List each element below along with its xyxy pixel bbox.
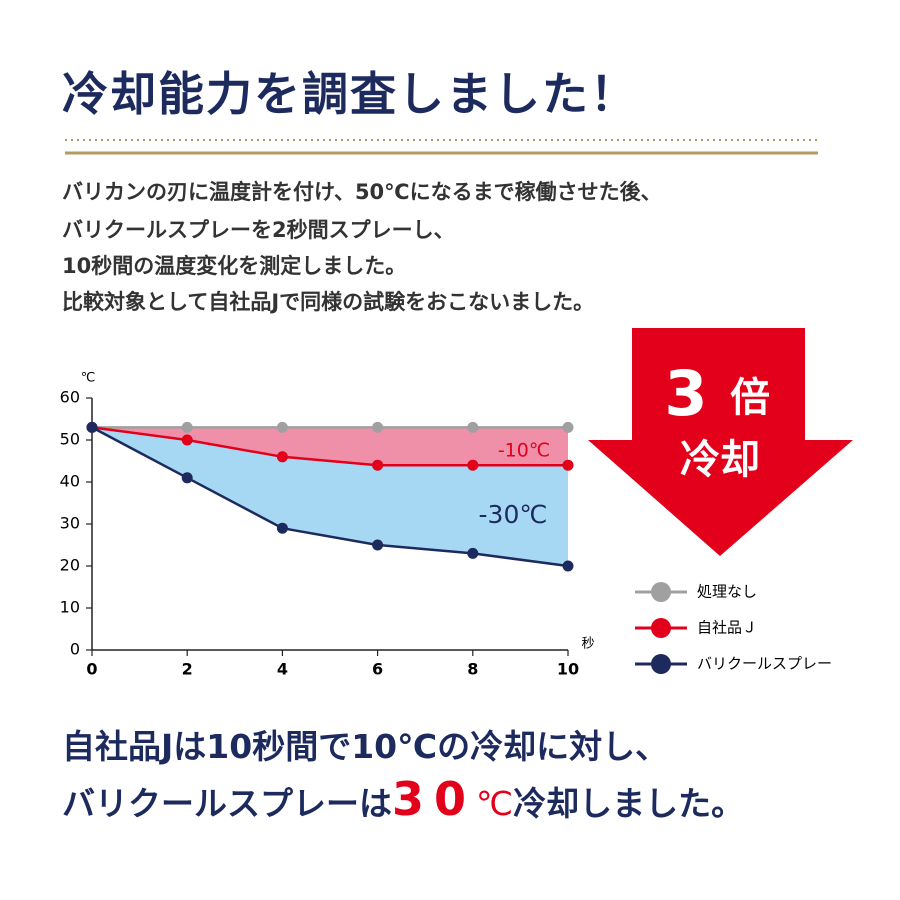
data-point — [562, 459, 574, 471]
x-tick-label: 2 — [182, 660, 193, 679]
callout-text: 冷却 — [680, 437, 760, 483]
y-tick-label: 0 — [70, 640, 80, 659]
conclusion-line: バリクールスプレーは30℃冷却しました。 — [62, 772, 744, 826]
title: 冷却能力を調査しました！ — [62, 67, 638, 121]
legend-label: バリクールスプレー — [697, 655, 832, 673]
x-tick-label: 6 — [372, 660, 383, 679]
description-line: 10秒間の温度変化を測定しました。 — [62, 254, 407, 278]
callout-number: 3 — [664, 357, 707, 430]
description-line: 比較対象として自社品Jで同様の試験をおこないました。 — [62, 290, 595, 314]
x-tick-label: 8 — [467, 660, 478, 679]
data-point — [467, 421, 479, 433]
callout-unit: 倍 — [730, 375, 770, 421]
data-point — [467, 459, 479, 471]
series-line — [91, 426, 568, 467]
data-point — [372, 421, 384, 433]
description-line: バリクールスプレーを2秒間スプレーし、 — [62, 218, 455, 242]
annotation: -30℃ — [479, 500, 548, 529]
annotation: -10℃ — [498, 440, 550, 462]
x-tick-label: 4 — [277, 660, 288, 679]
x-tick-label: 10 — [557, 660, 579, 679]
series-line — [91, 426, 569, 568]
data-point — [181, 434, 193, 446]
data-point — [181, 421, 193, 433]
data-point — [372, 459, 384, 471]
data-point — [276, 522, 288, 534]
conclusion-text: バリクールスプレーは — [62, 784, 392, 823]
x-tick-label: 0 — [86, 660, 97, 679]
data-point — [276, 421, 288, 433]
legend-marker — [651, 654, 671, 674]
legend-marker — [651, 618, 671, 638]
data-point — [562, 560, 574, 572]
data-point — [276, 451, 288, 463]
fill-area — [92, 427, 568, 566]
y-tick-label: 10 — [60, 598, 80, 617]
y-tick-label: 60 — [60, 388, 80, 407]
y-tick-label: 50 — [60, 430, 80, 449]
conclusion-text: 冷却しました。 — [513, 784, 745, 823]
legend-label: 処理なし — [697, 583, 757, 601]
data-point — [372, 539, 384, 551]
legend-marker — [651, 582, 671, 602]
conclusion-line: 自社品Jは10秒間で10℃の冷却に対し、 — [62, 727, 669, 766]
highlight-number: 30 — [392, 772, 477, 826]
arrow — [588, 328, 853, 556]
data-point — [181, 472, 193, 484]
highlight-unit: ℃ — [476, 784, 514, 823]
fill-area — [92, 427, 568, 466]
data-point — [467, 547, 479, 559]
description-line: バリカンの刃に温度計を付け、50℃になるまで稼働させた後、 — [62, 180, 662, 204]
y-tick-label: 20 — [60, 556, 80, 575]
x-unit: 秒 — [581, 637, 594, 652]
y-tick-label: 40 — [60, 472, 80, 491]
legend-label: 自社品Ｊ — [697, 619, 757, 637]
y-unit: ℃ — [81, 371, 96, 386]
y-tick-label: 30 — [60, 514, 80, 533]
data-point — [86, 421, 98, 433]
data-point — [562, 421, 574, 433]
